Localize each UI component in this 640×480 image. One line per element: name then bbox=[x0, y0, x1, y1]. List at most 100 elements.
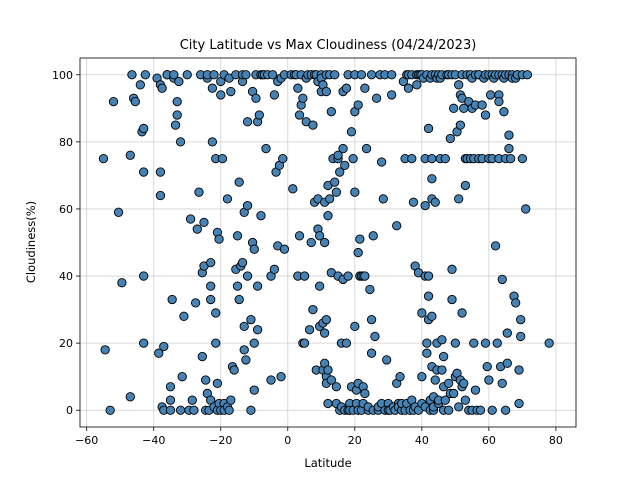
data-point bbox=[159, 341, 169, 352]
data-point bbox=[157, 83, 167, 93]
data-point bbox=[499, 107, 509, 117]
data-point bbox=[207, 83, 218, 93]
data-point bbox=[308, 304, 318, 315]
x-axis-label: Latitude bbox=[304, 456, 351, 470]
data-point bbox=[319, 237, 330, 248]
data-point bbox=[330, 177, 340, 187]
data-point bbox=[443, 378, 454, 389]
data-point bbox=[197, 351, 207, 362]
data-point bbox=[139, 338, 149, 348]
data-point bbox=[387, 90, 397, 100]
data-point bbox=[304, 325, 315, 335]
x-tick-label: 40 bbox=[415, 434, 429, 447]
data-point bbox=[323, 211, 333, 221]
data-point bbox=[206, 257, 216, 268]
data-point bbox=[511, 298, 521, 308]
data-point bbox=[341, 83, 352, 93]
data-point bbox=[165, 382, 176, 392]
data-point bbox=[242, 117, 253, 127]
data-point bbox=[298, 93, 308, 103]
data-point bbox=[201, 375, 211, 385]
data-point bbox=[241, 355, 251, 365]
data-point bbox=[169, 70, 179, 80]
data-point bbox=[155, 190, 166, 201]
data-point bbox=[403, 83, 414, 93]
data-point bbox=[182, 70, 192, 80]
data-point bbox=[449, 388, 459, 399]
data-point bbox=[299, 271, 310, 281]
data-point bbox=[454, 402, 464, 412]
y-tick-label: 20 bbox=[59, 337, 73, 350]
data-point bbox=[353, 100, 363, 110]
data-point bbox=[155, 167, 166, 177]
data-point bbox=[440, 153, 450, 164]
data-point bbox=[430, 197, 440, 207]
data-point bbox=[356, 70, 367, 80]
data-point bbox=[209, 70, 219, 80]
data-point bbox=[423, 291, 434, 301]
data-point bbox=[422, 348, 432, 358]
data-point bbox=[242, 271, 253, 281]
data-point bbox=[487, 405, 497, 415]
data-point bbox=[246, 315, 256, 325]
data-point bbox=[252, 281, 263, 291]
data-point bbox=[443, 405, 454, 415]
data-point bbox=[517, 153, 528, 164]
data-point bbox=[299, 338, 310, 348]
data-point bbox=[497, 378, 507, 389]
y-axis-label: Cloudiness(%) bbox=[24, 201, 38, 283]
data-point bbox=[470, 385, 481, 395]
data-point bbox=[206, 294, 216, 305]
data-point bbox=[326, 375, 337, 385]
data-point bbox=[338, 143, 348, 154]
data-point bbox=[353, 247, 363, 258]
data-point bbox=[370, 331, 380, 342]
data-point bbox=[500, 405, 511, 415]
data-point bbox=[237, 257, 248, 268]
x-axis-ticks: −60 −40 −20 0 20 40 60 80 bbox=[75, 427, 563, 447]
data-point bbox=[249, 385, 259, 395]
data-point bbox=[477, 100, 487, 110]
x-tick-label: −40 bbox=[142, 434, 165, 447]
y-tick-label: 0 bbox=[66, 404, 73, 417]
data-point bbox=[437, 365, 447, 375]
data-point bbox=[165, 395, 176, 405]
data-point bbox=[485, 90, 496, 100]
data-point bbox=[407, 153, 417, 164]
y-tick-label: 100 bbox=[52, 69, 73, 82]
data-point bbox=[417, 308, 427, 318]
data-point bbox=[325, 194, 335, 204]
data-point bbox=[469, 338, 479, 348]
data-point bbox=[490, 241, 501, 251]
data-point bbox=[185, 214, 196, 224]
data-point bbox=[172, 96, 182, 107]
data-point bbox=[214, 234, 224, 244]
data-point bbox=[212, 378, 223, 389]
data-point bbox=[492, 338, 502, 348]
data-point bbox=[251, 93, 261, 103]
data-point bbox=[179, 311, 189, 321]
y-tick-label: 40 bbox=[59, 270, 73, 283]
data-point bbox=[484, 375, 494, 385]
data-point bbox=[350, 321, 360, 332]
data-point bbox=[514, 398, 524, 409]
data-point bbox=[360, 83, 370, 93]
data-point bbox=[420, 200, 430, 211]
data-point bbox=[241, 70, 251, 80]
data-point bbox=[417, 372, 427, 382]
data-point bbox=[475, 405, 486, 415]
data-point bbox=[269, 264, 280, 274]
data-point bbox=[306, 237, 316, 248]
data-point bbox=[412, 80, 422, 90]
data-point bbox=[278, 153, 288, 164]
data-point bbox=[544, 338, 554, 348]
data-point bbox=[194, 187, 204, 197]
data-point bbox=[268, 70, 278, 80]
data-point bbox=[279, 244, 290, 254]
data-point bbox=[340, 160, 350, 170]
data-point bbox=[497, 274, 507, 285]
data-point bbox=[355, 234, 365, 244]
data-point bbox=[314, 231, 325, 241]
data-point bbox=[276, 372, 286, 382]
data-point bbox=[378, 194, 388, 204]
